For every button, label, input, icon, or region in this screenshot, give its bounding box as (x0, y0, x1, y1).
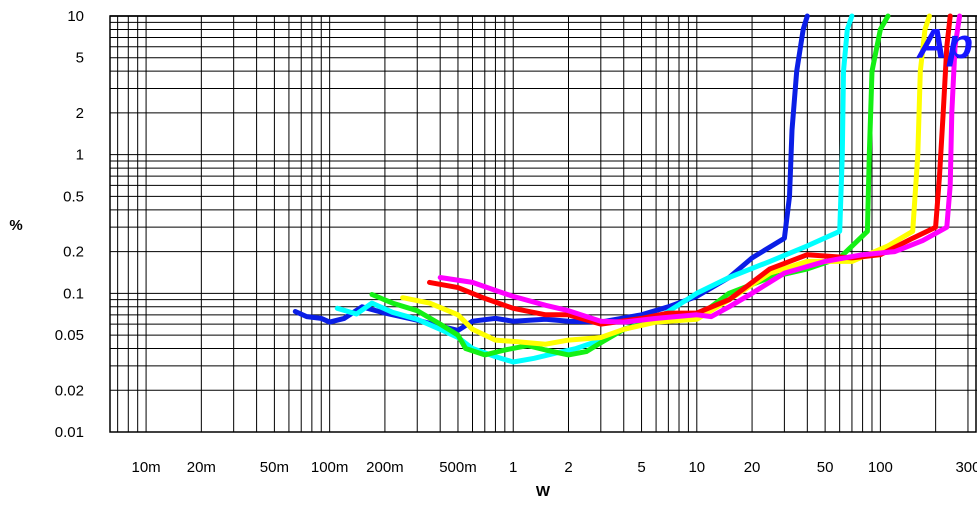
x-tick-label: 50m (260, 459, 289, 476)
x-tick-label: 2 (564, 459, 572, 476)
y-tick-label: 0.01 (55, 424, 84, 441)
y-tick-label: 0.02 (55, 382, 84, 399)
x-tick-label: 500m (439, 459, 477, 476)
series-line-5 (427, 13, 953, 327)
x-tick-label: 10m (131, 459, 160, 476)
x-tick-label: 300 (955, 459, 977, 476)
x-tick-label: 20 (744, 459, 761, 476)
series-line-2 (334, 13, 855, 365)
y-tick-label: 0.5 (63, 188, 84, 205)
plot-frame (109, 15, 977, 433)
series-line-3 (369, 13, 891, 358)
grid (110, 15, 977, 432)
y-tick-label: 1 (76, 147, 84, 164)
y-axis-label: % (9, 217, 22, 234)
y-tick-label: 5 (76, 50, 84, 67)
y-tick-label: 2 (76, 105, 84, 122)
x-axis-label: W (536, 483, 551, 500)
y-tick-label: 0.05 (55, 327, 84, 344)
y-tick-labels: 0.01 0.02 0.05 0.1 0.2 0.5 1 2 5 10 (55, 8, 84, 441)
ap-logo: Ap (916, 20, 973, 67)
x-tick-label: 200m (366, 459, 404, 476)
series-line-1 (292, 13, 810, 333)
x-tick-label: 5 (637, 459, 645, 476)
x-tick-labels: 10m 20m 50m 100m 200m 500m 1 2 5 10 20 50 100 300 (131, 459, 977, 476)
x-tick-label: 50 (817, 459, 834, 476)
series-line-6 (437, 13, 963, 325)
series-lines (292, 13, 963, 365)
x-tick-label: 100m (311, 459, 349, 476)
y-tick-label: 0.2 (63, 244, 84, 261)
y-tick-label: 10 (67, 8, 84, 25)
series-line-4 (400, 13, 932, 347)
x-tick-label: 20m (187, 459, 216, 476)
x-tick-label: 100 (868, 459, 893, 476)
x-tick-label: 1 (509, 459, 517, 476)
x-tick-label: 10 (688, 459, 705, 476)
y-tick-label: 0.1 (63, 285, 84, 302)
